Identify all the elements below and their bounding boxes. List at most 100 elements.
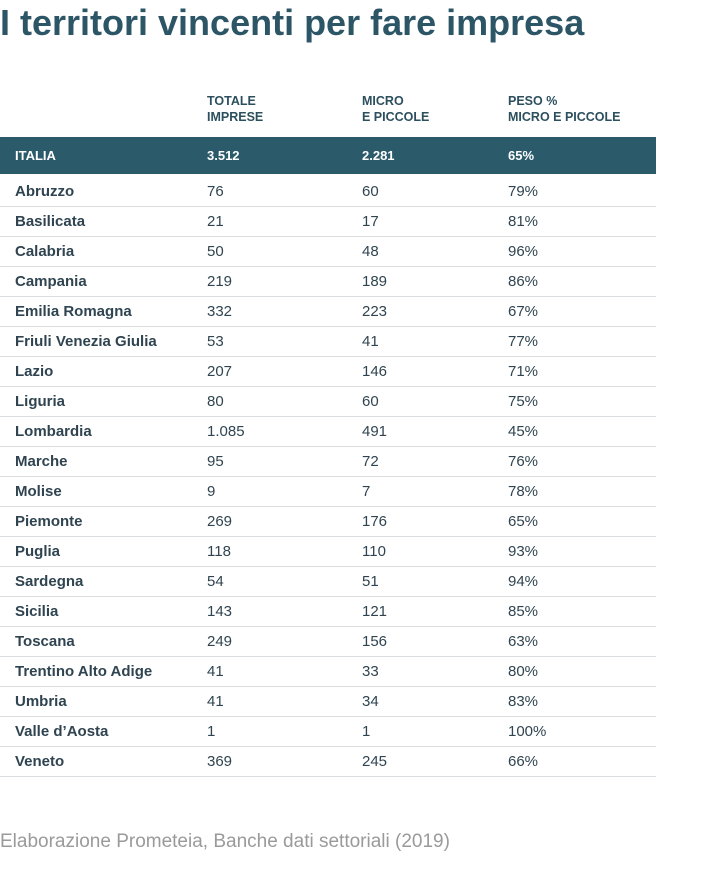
peso-cell: 100%: [508, 723, 547, 740]
peso-cell: 65%: [508, 513, 539, 530]
micro-cell: 48: [362, 243, 379, 260]
total-peso: 65%: [508, 148, 535, 163]
region-cell: Abruzzo: [15, 183, 75, 200]
totale-cell: 1.085: [207, 423, 245, 440]
micro-cell: 156: [362, 633, 388, 650]
peso-cell: 96%: [508, 243, 539, 260]
table-row: Sicilia 143 121 85%: [0, 597, 656, 627]
table-row: Toscana 249 156 63%: [0, 627, 656, 657]
table-header: TOTALE IMPRESE MICRO E PICCOLE PESO % MI…: [0, 93, 656, 127]
table-row: Sardegna 54 51 94%: [0, 567, 656, 597]
column-header-totale: TOTALE IMPRESE: [207, 94, 264, 124]
table-row: Friuli Venezia Giulia 53 41 77%: [0, 327, 656, 357]
region-cell: Emilia Romagna: [15, 303, 132, 320]
table-row: Molise 9 7 78%: [0, 477, 656, 507]
totale-cell: 41: [207, 663, 224, 680]
table-row: Lombardia 1.085 491 45%: [0, 417, 656, 447]
table-row: Piemonte 269 176 65%: [0, 507, 656, 537]
table-row: Veneto 369 245 66%: [0, 747, 656, 777]
region-cell: Lombardia: [15, 423, 92, 440]
micro-cell: 121: [362, 603, 388, 620]
micro-cell: 110: [362, 543, 386, 560]
totale-cell: 269: [207, 513, 233, 530]
totale-cell: 219: [207, 273, 233, 290]
micro-cell: 1: [362, 723, 371, 740]
table-row: Puglia 118 110 93%: [0, 537, 656, 567]
peso-cell: 79%: [508, 183, 539, 200]
peso-cell: 76%: [508, 453, 539, 470]
micro-cell: 189: [362, 273, 388, 290]
table-row: Valle d’Aosta 1 1 100%: [0, 717, 656, 747]
region-cell: Umbria: [15, 693, 67, 710]
peso-cell: 93%: [508, 543, 539, 560]
table-row: Marche 95 72 76%: [0, 447, 656, 477]
micro-cell: 7: [362, 483, 371, 500]
totale-cell: 76: [207, 183, 224, 200]
region-cell: Lazio: [15, 363, 54, 380]
peso-cell: 83%: [508, 693, 539, 710]
region-cell: Trentino Alto Adige: [15, 663, 153, 680]
region-cell: Calabria: [15, 243, 75, 260]
peso-cell: 77%: [508, 333, 539, 350]
totale-cell: 332: [207, 303, 233, 320]
micro-cell: 491: [362, 423, 388, 440]
totale-cell: 21: [207, 213, 224, 230]
table-body: Abruzzo 76 60 79% Basilicata 21 17 81% Calabria 5…: [0, 177, 656, 777]
total-row: ITALIA 3.512 2.281 65%: [0, 137, 656, 174]
peso-cell: 78%: [508, 483, 539, 500]
region-cell: Piemonte: [15, 513, 83, 530]
total-totale: 3.512: [207, 148, 240, 163]
peso-cell: 67%: [508, 303, 539, 320]
region-cell: Basilicata: [15, 213, 86, 230]
region-cell: Sicilia: [15, 603, 59, 620]
region-cell: Puglia: [15, 543, 61, 560]
region-cell: Marche: [15, 453, 68, 470]
micro-cell: 176: [362, 513, 388, 530]
micro-cell: 34: [362, 693, 379, 710]
table-row: Basilicata 21 17 81%: [0, 207, 656, 237]
totale-cell: 80: [207, 393, 224, 410]
micro-cell: 60: [362, 183, 379, 200]
totale-cell: 207: [207, 363, 233, 380]
region-cell: Molise: [15, 483, 62, 500]
micro-cell: 146: [362, 363, 388, 380]
table-row: Abruzzo 76 60 79%: [0, 177, 656, 207]
region-cell: Toscana: [15, 633, 75, 650]
region-cell: Veneto: [15, 753, 65, 770]
totale-cell: 9: [207, 483, 216, 500]
region-cell: Friuli Venezia Giulia: [15, 333, 157, 350]
totale-cell: 1: [207, 723, 216, 740]
totale-cell: 53: [207, 333, 224, 350]
micro-cell: 17: [362, 213, 379, 230]
totale-cell: 95: [207, 453, 224, 470]
peso-cell: 63%: [508, 633, 539, 650]
column-header-micro: MICRO E PICCOLE: [362, 94, 430, 124]
region-cell: Liguria: [15, 393, 66, 410]
table-row: Umbria 41 34 83%: [0, 687, 656, 717]
micro-cell: 60: [362, 393, 379, 410]
totale-cell: 249: [207, 633, 233, 650]
peso-cell: 66%: [508, 753, 539, 770]
totale-cell: 369: [207, 753, 233, 770]
table-row: Campania 219 189 86%: [0, 267, 656, 297]
region-cell: Campania: [15, 273, 87, 290]
table-row: Emilia Romagna 332 223 67%: [0, 297, 656, 327]
totale-cell: 54: [207, 573, 224, 590]
peso-cell: 75%: [508, 393, 539, 410]
total-region: ITALIA: [15, 148, 56, 163]
region-cell: Sardegna: [15, 573, 84, 590]
peso-cell: 71%: [508, 363, 539, 380]
peso-cell: 81%: [508, 213, 539, 230]
peso-cell: 86%: [508, 273, 539, 290]
page-title: I territori vincenti per fare impresa: [0, 2, 585, 43]
peso-cell: 85%: [508, 603, 539, 620]
source-note: Elaborazione Prometeia, Banche dati sett…: [0, 831, 450, 852]
total-micro: 2.281: [362, 148, 395, 163]
peso-cell: 45%: [508, 423, 539, 440]
micro-cell: 51: [362, 573, 379, 590]
totale-cell: 118: [207, 543, 231, 560]
micro-cell: 245: [362, 753, 388, 770]
peso-cell: 94%: [508, 573, 539, 590]
micro-cell: 72: [362, 453, 379, 470]
micro-cell: 33: [362, 663, 379, 680]
